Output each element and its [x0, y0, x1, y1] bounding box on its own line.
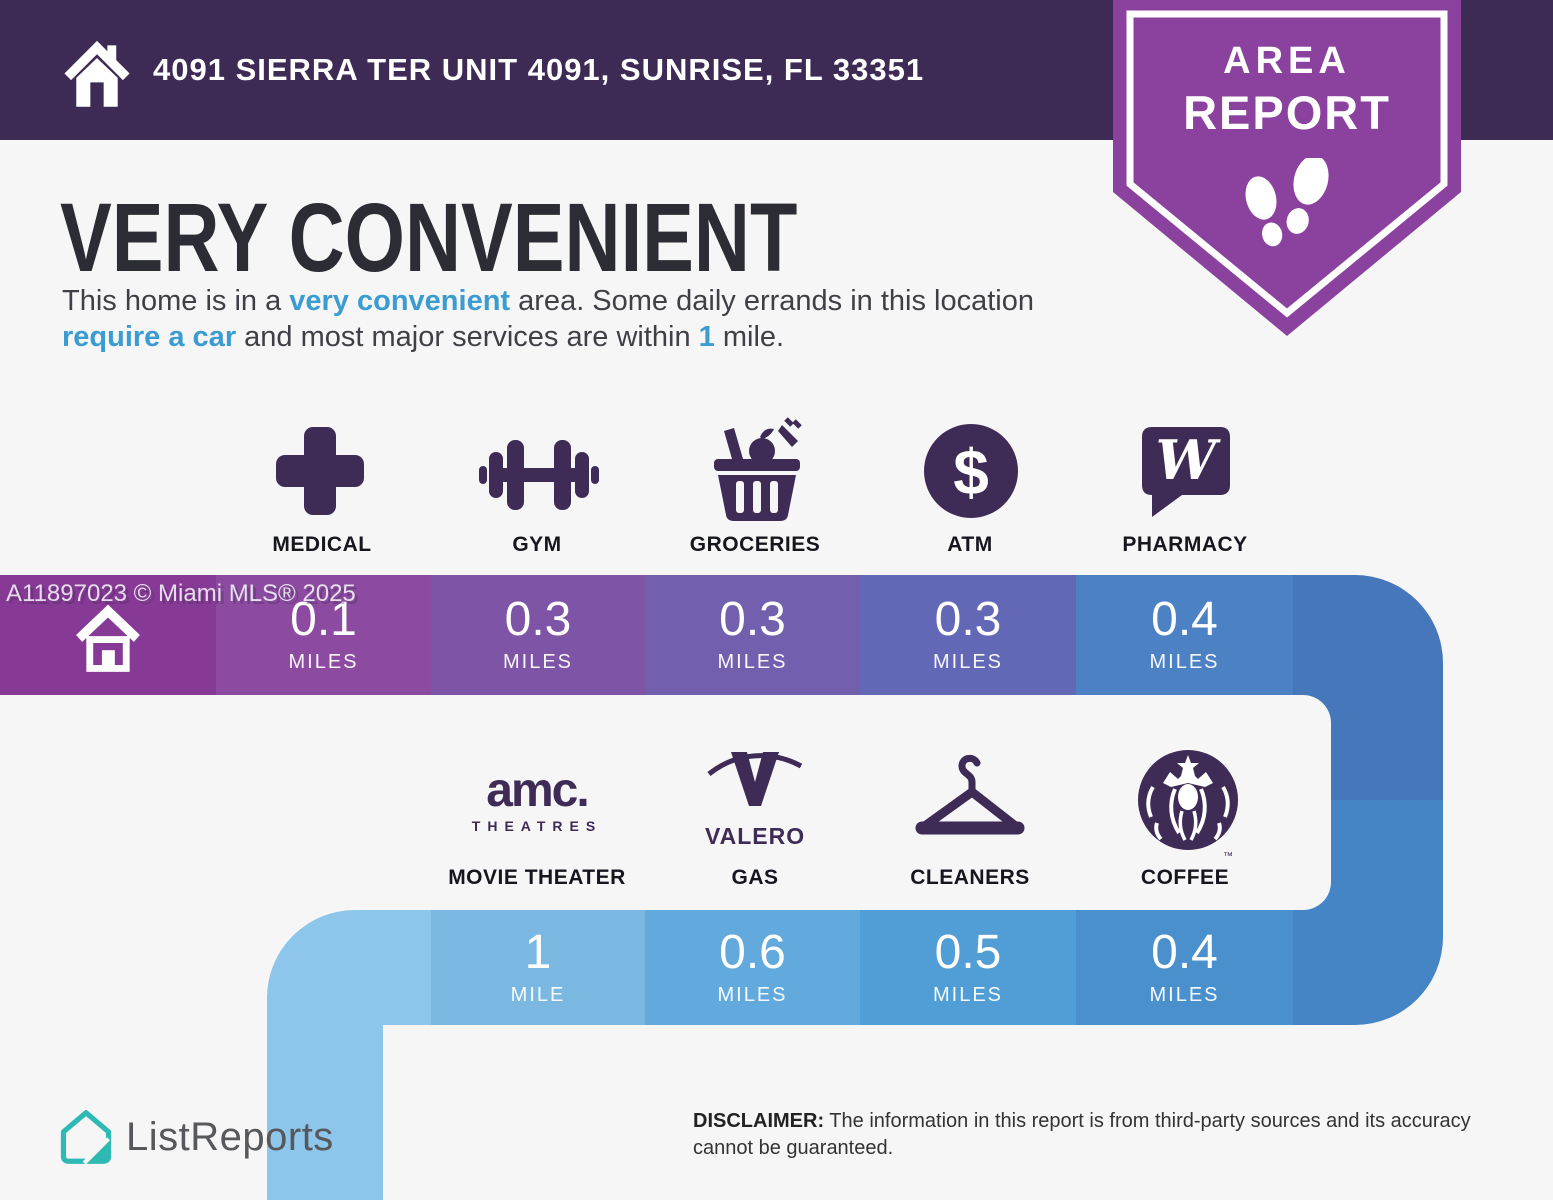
category-label-gym: GYM	[512, 533, 562, 556]
mls-watermark-ghost: A11897023 © Miami MLS® 2025	[9, 583, 359, 610]
description-text: This home is in a very convenient area. …	[62, 283, 1102, 355]
category-label-gas: GAS	[731, 866, 779, 889]
badge-pennant-shape	[1113, 0, 1461, 336]
valero-logo: VALERO	[705, 748, 805, 850]
starbucks-siren-logo: ™	[1133, 745, 1243, 868]
category-label-medical: MEDICAL	[272, 533, 372, 556]
svg-text:$: $	[953, 436, 989, 508]
home-icon	[64, 40, 130, 107]
property-address: 4091 SIERRA TER UNIT 4091, SUNRISE, FL 3…	[153, 52, 925, 87]
distance-segment-cleaners: 0.5 MILES	[860, 910, 1076, 1025]
distance-value: 0.5	[934, 925, 1002, 979]
distance-segment-gym: 0.3 MILES	[431, 575, 645, 695]
distance-value: 0.3	[504, 593, 572, 646]
disclaimer-body: The information in this report is from t…	[693, 1110, 1471, 1159]
desc-part: mile.	[714, 321, 785, 353]
desc-part: and most major services are within	[236, 321, 699, 353]
distance-segment-pharmacy: 0.4 MILES	[1076, 575, 1293, 695]
svg-text:W: W	[1156, 428, 1222, 492]
badge-title: AREA REPORT	[1183, 40, 1391, 139]
distance-value: 0.1	[290, 593, 357, 646]
bottom-panel	[383, 1025, 1553, 1200]
distance-unit: MILE	[510, 983, 566, 1006]
category-label-cleaners: CLEANERS	[910, 866, 1030, 889]
footprints-icon	[1245, 158, 1329, 247]
distance-segment-coffee: 0.4 MILES	[1076, 910, 1293, 1025]
category-label-coffee: COFFEE	[1140, 866, 1230, 889]
distance-unit: MILES	[1149, 983, 1220, 1006]
distance-unit: MILES	[288, 651, 359, 673]
grocery-basket-icon	[702, 415, 812, 530]
dumbbell-icon	[477, 430, 601, 525]
mls-watermark: A11897023 © Miami MLS® 2025	[6, 580, 356, 607]
desc-highlight: require a car	[62, 321, 237, 353]
distance-unit: MILES	[932, 651, 1004, 673]
path-band-left	[267, 995, 383, 1200]
desc-highlight: very convenient	[289, 285, 511, 317]
category-label-atm: ATM	[947, 533, 993, 556]
walgreens-w-icon: W	[1138, 423, 1234, 528]
path-corner-left	[267, 910, 431, 1025]
hanger-icon	[910, 752, 1030, 857]
listreports-logo: ListReports	[60, 1106, 334, 1168]
category-label-pharmacy: PHARMACY	[1122, 533, 1248, 556]
distance-unit: MILES	[717, 983, 788, 1006]
distance-unit: MILES	[717, 651, 788, 673]
bar-home-segment	[0, 575, 216, 695]
distance-value: 0.4	[1151, 593, 1218, 646]
listreports-wordmark: ListReports	[126, 1114, 334, 1159]
distance-unit: MILES	[932, 983, 1004, 1006]
area-report-badge: AREA REPORT	[1113, 0, 1461, 340]
middle-panel	[0, 695, 1331, 910]
dollar-circle-icon: $	[921, 421, 1021, 526]
desc-part: This home is in a	[62, 285, 290, 317]
valero-v-mark	[707, 752, 803, 806]
category-label-movie-theater: MOVIE THEATER	[448, 866, 626, 889]
amc-theatres-logo: amc. THEATRES	[452, 764, 622, 835]
listreports-house-icon	[60, 1110, 112, 1165]
distance-segment-medical: 0.1 MILES	[216, 575, 431, 695]
category-label-groceries: GROCERIES	[689, 533, 821, 556]
distance-segment-movie-theater: 1 MILE	[431, 910, 645, 1025]
amc-logo-text: amc.	[486, 764, 589, 817]
distance-segment-atm: 0.3 MILES	[860, 575, 1076, 695]
desc-part: area. Some daily errands in this locatio…	[510, 285, 1034, 317]
distance-value: 0.3	[719, 593, 786, 646]
distance-segment-groceries: 0.3 MILES	[645, 575, 860, 695]
distance-unit: MILES	[502, 651, 574, 673]
desc-highlight: 1	[698, 321, 715, 353]
disclaimer-label: DISCLAIMER:	[693, 1110, 825, 1132]
distance-value: 0.3	[934, 593, 1002, 646]
disclaimer-text: DISCLAIMER: The information in this repo…	[693, 1108, 1493, 1162]
distance-value: 1	[524, 925, 552, 979]
trademark-symbol: ™	[1223, 851, 1233, 862]
distance-segment-gas: 0.6 MILES	[645, 910, 860, 1025]
page-title: VERY CONVENIENT	[60, 183, 798, 292]
amc-logo-subtext: THEATRES	[471, 818, 603, 834]
distance-value: 0.6	[719, 925, 786, 979]
home-outline-icon	[76, 604, 140, 672]
valero-logo-text: VALERO	[705, 823, 806, 849]
distance-value: 0.4	[1151, 925, 1218, 979]
medical-cross-icon	[270, 421, 370, 526]
distance-unit: MILES	[1149, 651, 1220, 673]
